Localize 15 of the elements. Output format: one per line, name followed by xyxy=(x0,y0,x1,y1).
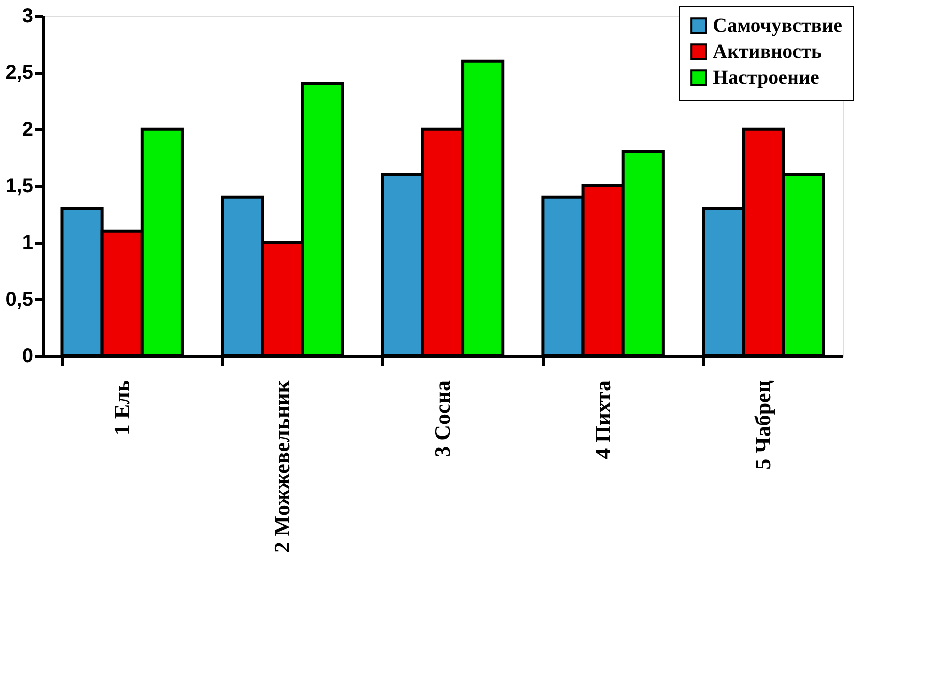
y-tick-label: 2 xyxy=(22,118,34,141)
x-tick-label: 2 Можжевельник xyxy=(270,380,295,553)
y-tick-label: 0 xyxy=(22,346,34,368)
y-tick-label: 1,5 xyxy=(6,176,34,198)
legend-label: Активность xyxy=(713,41,822,63)
y-tick-label: 1 xyxy=(22,232,34,254)
y-tick-label: 2,5 xyxy=(6,62,34,84)
x-tick-label: 4 Пихта xyxy=(590,380,616,460)
legend-label: Настроение xyxy=(713,67,820,89)
y-tick-label: 0,5 xyxy=(6,288,34,311)
legend-label: Самочувствие xyxy=(713,15,843,37)
x-tick-label: 1 Ель xyxy=(109,380,134,436)
y-tick-label: 3 xyxy=(22,6,34,28)
x-tick-label: 3 Сосна xyxy=(430,380,455,458)
x-tick-label: 5 Чабрец xyxy=(750,380,776,470)
